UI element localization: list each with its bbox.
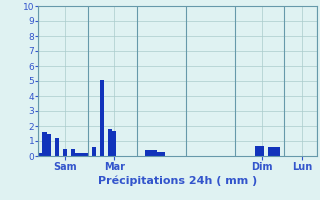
Bar [55,138,59,156]
Bar [161,152,165,156]
Bar [100,79,104,156]
Bar [268,147,272,156]
Bar [43,132,47,156]
Bar [79,153,84,156]
Bar [75,153,79,156]
Bar [108,129,112,156]
Bar [272,147,276,156]
Bar [157,152,161,156]
Bar [260,146,264,156]
Bar [276,147,280,156]
X-axis label: Précipitations 24h ( mm ): Précipitations 24h ( mm ) [98,176,257,186]
Bar [84,153,88,156]
Bar [145,150,149,156]
Bar [255,146,260,156]
Bar [47,134,51,156]
Bar [153,150,157,156]
Bar [112,130,116,156]
Bar [63,148,67,156]
Bar [149,150,153,156]
Bar [38,153,43,156]
Bar [92,147,96,156]
Bar [71,148,75,156]
